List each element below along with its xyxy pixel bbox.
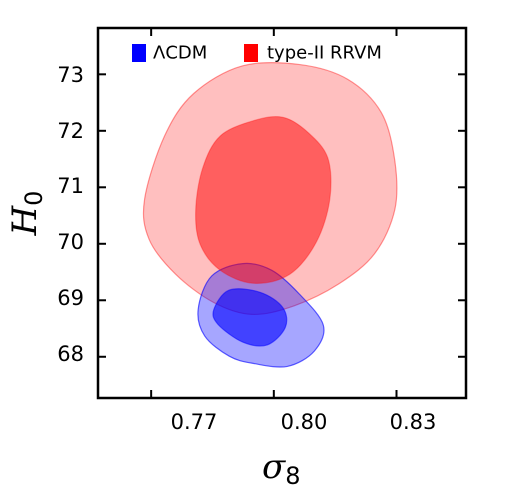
ytick-label: 68 [57,342,84,366]
lcdm-contour-1sigma [212,288,288,347]
legend-swatch-rrvm [244,44,258,62]
xtick-label: 0.80 [281,410,328,434]
lcdm-inner-contour-layer [212,288,288,347]
y-axis-title: H0 [5,191,48,237]
rrvm-contour-1sigma [195,115,332,284]
plot-frame [96,26,468,400]
ytick-label: 70 [57,230,84,254]
axis-ticks [98,28,466,398]
xtick-label: 0.77 [171,410,218,434]
y-axis-subscript: 0 [20,191,48,206]
rrvm-inner-contour-layer [195,115,332,284]
legend-swatch-lcdm [132,44,146,62]
y-axis-symbol: H [5,204,45,236]
ytick-label: 71 [57,174,84,198]
legend-label-lcdm: ΛCDM [153,43,207,64]
x-axis-symbol: σ [262,447,286,487]
ytick-label: 72 [57,119,84,143]
ytick-label: 69 [57,286,84,310]
xtick-label: 0.83 [390,410,437,434]
legend-label-rrvm: type-II RRVM [267,43,382,64]
ytick-label: 73 [57,63,84,87]
x-axis-subscript: 8 [285,462,300,490]
x-axis-title: σ8 [262,447,301,490]
